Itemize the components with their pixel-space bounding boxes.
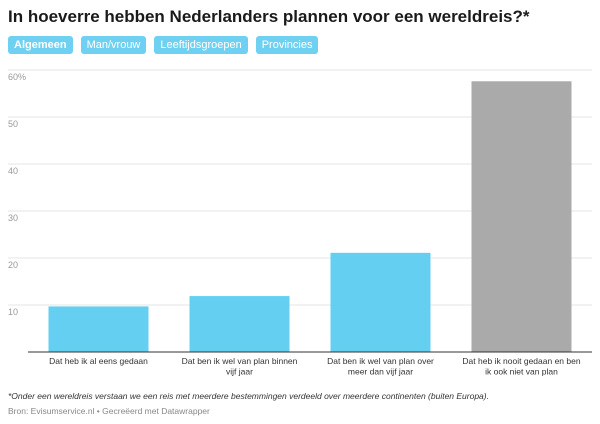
tab-algemeen[interactable]: Algemeen (8, 36, 73, 54)
y-tick-label: 40 (8, 166, 18, 176)
x-tick-label: Dat heb ik al eens gedaan (49, 356, 148, 366)
y-tick-label: 30 (8, 213, 18, 223)
x-tick-label: Dat heb ik nooit gedaan en ben (462, 356, 580, 366)
filter-tabs: Algemeen Man/vrouw Leeftijdsgroepen Prov… (8, 36, 319, 54)
bar (471, 81, 572, 352)
bar-chart: 10 20 30 40 50 60% Dat heb ik al eens gedaan Da… (8, 69, 592, 377)
y-tick-label: 10 (8, 307, 18, 317)
bar (330, 252, 431, 352)
tab-leeftijdsgroepen[interactable]: Leeftijdsgroepen (154, 36, 248, 54)
footnote: *Onder een wereldreis verstaan we een re… (8, 391, 489, 401)
source-credit: Bron: Evisumservice.nl • Gecreëerd met D… (8, 406, 210, 416)
x-tick-label: ik ook niet van plan (485, 367, 558, 377)
tab-man-vrouw[interactable]: Man/vrouw (80, 36, 147, 54)
tab-provincies[interactable]: Provincies (255, 36, 319, 54)
bar (48, 306, 149, 352)
x-tick-label: Dat ben ik wel van plan over (327, 356, 434, 366)
chart-title: In hoeverre hebben Nederlanders plannen … (8, 7, 530, 26)
x-tick-label: vijf jaar (226, 367, 253, 377)
x-tick-label: Dat ben ik wel van plan binnen (182, 356, 298, 366)
y-tick-label: 50 (8, 119, 18, 129)
x-tick-label: meer dan vijf jaar (348, 367, 413, 377)
y-tick-label: 20 (8, 260, 18, 270)
bar (189, 296, 290, 352)
y-tick-label: 60% (8, 72, 26, 82)
